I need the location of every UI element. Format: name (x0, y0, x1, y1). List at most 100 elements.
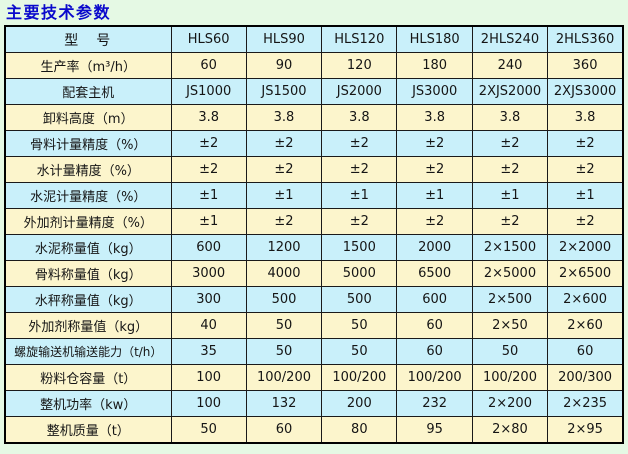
cell-value: 50 (321, 338, 398, 365)
cell-value: 80 (321, 416, 398, 444)
page-title: 主要技术参数 (6, 3, 112, 22)
cell-value: ±1 (471, 182, 549, 209)
cell-value: 600 (170, 234, 247, 261)
cell-value: 50 (471, 338, 549, 365)
row-label: 粉料仓容量（t） (4, 364, 172, 391)
header-model: 2HLS240 (471, 25, 549, 53)
row-label: 螺旋输送机输送能力（t/h） (4, 338, 172, 365)
table-row: 水泥称量值（kg） 600 1200 1500 2000 2×1500 2×2000 (4, 234, 624, 261)
cell-value: ±2 (245, 156, 323, 183)
cell-value: 240 (471, 52, 549, 79)
cell-value: 3.8 (396, 104, 473, 131)
cell-value: ±1 (547, 182, 624, 209)
spec-table: 型 号 HLS60 HLS90 HLS120 HLS180 2HLS240 2HLS360… (4, 25, 624, 444)
row-label: 外加剂计量精度（%） (4, 208, 172, 235)
row-label: 生产率（m³/h） (4, 52, 172, 79)
cell-value: 2×1500 (471, 234, 549, 261)
cell-value: 2000 (396, 234, 473, 261)
cell-value: 60 (396, 312, 473, 339)
table-row: 配套主机 JS1000 JS1500 JS2000 JS3000 2XJS2000 2XJS… (4, 78, 624, 105)
cell-value: 100/200 (396, 364, 473, 391)
cell-value: ±2 (396, 130, 473, 157)
cell-value: 100/200 (321, 364, 398, 391)
row-label: 水泥计量精度（%） (4, 182, 172, 209)
cell-value: ±2 (547, 156, 624, 183)
table-row: 水泥计量精度（%） ±1 ±1 ±1 ±1 ±1 ±1 (4, 182, 624, 209)
cell-value: 60 (245, 416, 323, 444)
table-row: 外加剂称量值（kg） 40 50 50 60 2×50 2×60 (4, 312, 624, 339)
cell-value: 2×200 (471, 390, 549, 417)
cell-value: 200 (321, 390, 398, 417)
cell-value: 2×50 (471, 312, 549, 339)
cell-value: 95 (396, 416, 473, 444)
cell-value: 50 (321, 312, 398, 339)
table-row: 骨料计量精度（%） ±2 ±2 ±2 ±2 ±2 ±2 (4, 130, 624, 157)
cell-value: 300 (170, 286, 247, 313)
cell-value: ±2 (547, 130, 624, 157)
cell-value: ±2 (471, 156, 549, 183)
cell-value: 360 (547, 52, 624, 79)
cell-value: 3000 (170, 260, 247, 287)
cell-value: 232 (396, 390, 473, 417)
cell-value: ±2 (245, 130, 323, 157)
table-header-row: 型 号 HLS60 HLS90 HLS120 HLS180 2HLS240 2HLS360 (4, 25, 624, 53)
header-model: HLS90 (245, 25, 323, 53)
cell-value: 3.8 (170, 104, 247, 131)
header-model: HLS60 (170, 25, 247, 53)
cell-value: 500 (321, 286, 398, 313)
cell-value: 60 (547, 338, 624, 365)
table-row: 外加剂计量精度（%） ±1 ±2 ±2 ±2 ±2 ±2 (4, 208, 624, 235)
cell-value: 60 (396, 338, 473, 365)
row-label: 水秤称量值（kg） (4, 286, 172, 313)
cell-value: 180 (396, 52, 473, 79)
cell-value: ±2 (396, 156, 473, 183)
header-model: 2HLS360 (547, 25, 624, 53)
cell-value: 2×600 (547, 286, 624, 313)
cell-value: ±2 (245, 208, 323, 235)
cell-value: 3.8 (547, 104, 624, 131)
cell-value: 50 (245, 338, 323, 365)
table-row: 整机质量（t） 50 60 80 95 2×80 2×95 (4, 416, 624, 444)
cell-value: ±2 (396, 208, 473, 235)
cell-value: ±2 (170, 156, 247, 183)
cell-value: 50 (170, 416, 247, 444)
cell-value: JS1000 (170, 78, 247, 105)
cell-value: ±1 (321, 182, 398, 209)
cell-value: 2×235 (547, 390, 624, 417)
cell-value: 1500 (321, 234, 398, 261)
cell-value: 120 (321, 52, 398, 79)
cell-value: 50 (245, 312, 323, 339)
table-row: 整机功率（kw） 100 132 200 232 2×200 2×235 (4, 390, 624, 417)
cell-value: ±1 (170, 182, 247, 209)
cell-value: ±1 (245, 182, 323, 209)
cell-value: 60 (170, 52, 247, 79)
cell-value: 2×2000 (547, 234, 624, 261)
header-model-label: 型 号 (4, 25, 172, 53)
cell-value: 2×5000 (471, 260, 549, 287)
row-label: 骨料称量值（kg） (4, 260, 172, 287)
header-model: HLS180 (396, 25, 473, 53)
table-row: 水秤称量值（kg） 300 500 500 600 2×500 2×600 (4, 286, 624, 313)
cell-value: ±1 (170, 208, 247, 235)
cell-value: 35 (170, 338, 247, 365)
cell-value: 600 (396, 286, 473, 313)
cell-value: JS2000 (321, 78, 398, 105)
cell-value: 2×6500 (547, 260, 624, 287)
table-row: 水计量精度（%） ±2 ±2 ±2 ±2 ±2 ±2 (4, 156, 624, 183)
header-model: HLS120 (321, 25, 398, 53)
row-label: 配套主机 (4, 78, 172, 105)
cell-value: ±1 (396, 182, 473, 209)
row-label: 整机功率（kw） (4, 390, 172, 417)
cell-value: 6500 (396, 260, 473, 287)
cell-value: 100 (170, 364, 247, 391)
cell-value: 2×80 (471, 416, 549, 444)
cell-value: 2×60 (547, 312, 624, 339)
cell-value: 200/300 (547, 364, 624, 391)
cell-value: 40 (170, 312, 247, 339)
cell-value: 90 (245, 52, 323, 79)
cell-value: 2×500 (471, 286, 549, 313)
table-row: 粉料仓容量（t） 100 100/200 100/200 100/200 100/200 2… (4, 364, 624, 391)
cell-value: JS3000 (396, 78, 473, 105)
cell-value: 3.8 (471, 104, 549, 131)
cell-value: ±2 (170, 130, 247, 157)
